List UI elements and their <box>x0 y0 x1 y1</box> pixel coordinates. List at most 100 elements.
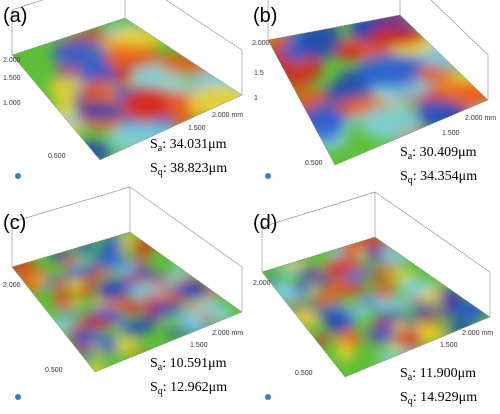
surface-blob <box>121 319 149 337</box>
panel-label: (d) <box>253 212 277 234</box>
axis-tick-label: 1.5 <box>254 70 264 77</box>
surface-blob <box>78 102 124 121</box>
box-edge <box>261 191 376 228</box>
surface-blob <box>74 237 95 256</box>
surface-blob <box>158 51 216 75</box>
panel-label: (c) <box>3 212 26 234</box>
surface-blob <box>458 304 489 319</box>
box-edge <box>11 0 44 11</box>
axis-tick-label: 1.500 <box>440 342 458 349</box>
panel-label: (b) <box>253 5 277 27</box>
surface-blob <box>68 277 84 291</box>
surface-blob <box>150 302 182 316</box>
surface <box>268 15 488 165</box>
surface-blob <box>416 292 444 305</box>
surface-blob <box>298 265 321 281</box>
surface-blob <box>357 53 420 89</box>
surface-blob <box>324 259 351 276</box>
surface-blob <box>54 277 71 296</box>
axis-tick-label: 1.500 <box>3 75 21 82</box>
roughness-sq: Sq: 12.962μm <box>150 380 227 397</box>
surface-blob <box>325 313 348 334</box>
surface-blob <box>415 317 444 326</box>
axis-tick-label: 1.500 <box>190 342 208 349</box>
surface-blob <box>51 39 108 69</box>
surface-blob <box>171 263 191 279</box>
surface-blob <box>130 349 145 359</box>
surface-blob <box>386 298 414 311</box>
axis-tick-label: 2.000 <box>253 280 271 287</box>
surface-blob <box>395 330 423 350</box>
symbol: S <box>400 390 408 405</box>
roughness-sa: Sa: 30.409μm <box>400 145 477 162</box>
symbol: S <box>150 137 158 152</box>
surface-blob <box>62 270 77 281</box>
axis-tick-label: 2.000 <box>252 40 270 47</box>
box-edge <box>374 191 491 273</box>
surface-blob <box>87 362 106 372</box>
surface-blob <box>366 325 398 343</box>
axis-icon <box>265 394 271 400</box>
box-edge <box>129 186 243 268</box>
surface-blob <box>51 295 75 307</box>
value: : 34.354μm <box>413 169 477 184</box>
subscript: q <box>158 386 163 397</box>
surface-texture <box>268 15 488 152</box>
surface-blob <box>187 311 207 333</box>
panel-label: (a) <box>3 5 27 27</box>
axis-tick-label: 2.000 mm <box>212 112 243 119</box>
surface-blob <box>378 245 410 266</box>
surface-blob <box>92 250 127 270</box>
surface-blob <box>106 311 126 323</box>
value: : 14.929μm <box>413 390 477 405</box>
box-edge <box>11 186 131 223</box>
surface-blob <box>375 309 407 323</box>
symbol: S <box>400 169 408 184</box>
surface-blob <box>75 290 94 299</box>
surface-outline <box>11 231 243 373</box>
surface-blob <box>279 265 302 275</box>
surface-blob <box>197 300 220 314</box>
axis-tick-label: 2.000 mm <box>462 330 493 337</box>
surface-outline <box>11 17 243 161</box>
subscript: a <box>408 151 413 162</box>
surface-blob <box>364 272 397 281</box>
surface-blob <box>433 80 488 105</box>
symbol: S <box>400 366 408 381</box>
axis-icon <box>15 394 21 400</box>
surface-blob <box>27 269 50 279</box>
value: : 12.962μm <box>163 380 227 395</box>
axis-tick-label: 1.500 <box>188 125 206 132</box>
surface <box>262 237 490 377</box>
axis-tick-label: 0.500 <box>295 370 313 377</box>
axis-icon <box>265 173 271 179</box>
surface-outline <box>267 14 489 166</box>
subscript: a <box>408 372 413 383</box>
surface-blob <box>111 27 167 47</box>
axis-tick-label: 0.500 <box>48 153 66 160</box>
roughness-sa: Sa: 10.591μm <box>150 356 227 373</box>
surface-blob <box>131 237 156 254</box>
surface-blob <box>310 289 342 305</box>
roughness-sq: Sq: 38.823μm <box>150 161 227 178</box>
box-edge <box>430 0 489 56</box>
surface-blob <box>278 87 330 108</box>
surface-blob <box>353 237 386 249</box>
subscript: a <box>158 143 163 154</box>
axis-tick-label: 2.000 <box>3 57 21 64</box>
surface-blob <box>48 247 71 262</box>
roughness-sa: Sa: 11.900μm <box>400 366 476 383</box>
surface-blob <box>97 334 119 356</box>
surface-blob <box>163 275 178 289</box>
surface-blob <box>372 282 397 296</box>
axis-tick-label: 2.000 mm <box>465 115 496 122</box>
symbol: S <box>150 356 158 371</box>
surface-blob <box>179 280 209 301</box>
surface-blob <box>146 270 164 280</box>
surface-blob <box>73 328 102 346</box>
surface-blob <box>368 25 427 46</box>
symbol: S <box>400 145 408 160</box>
